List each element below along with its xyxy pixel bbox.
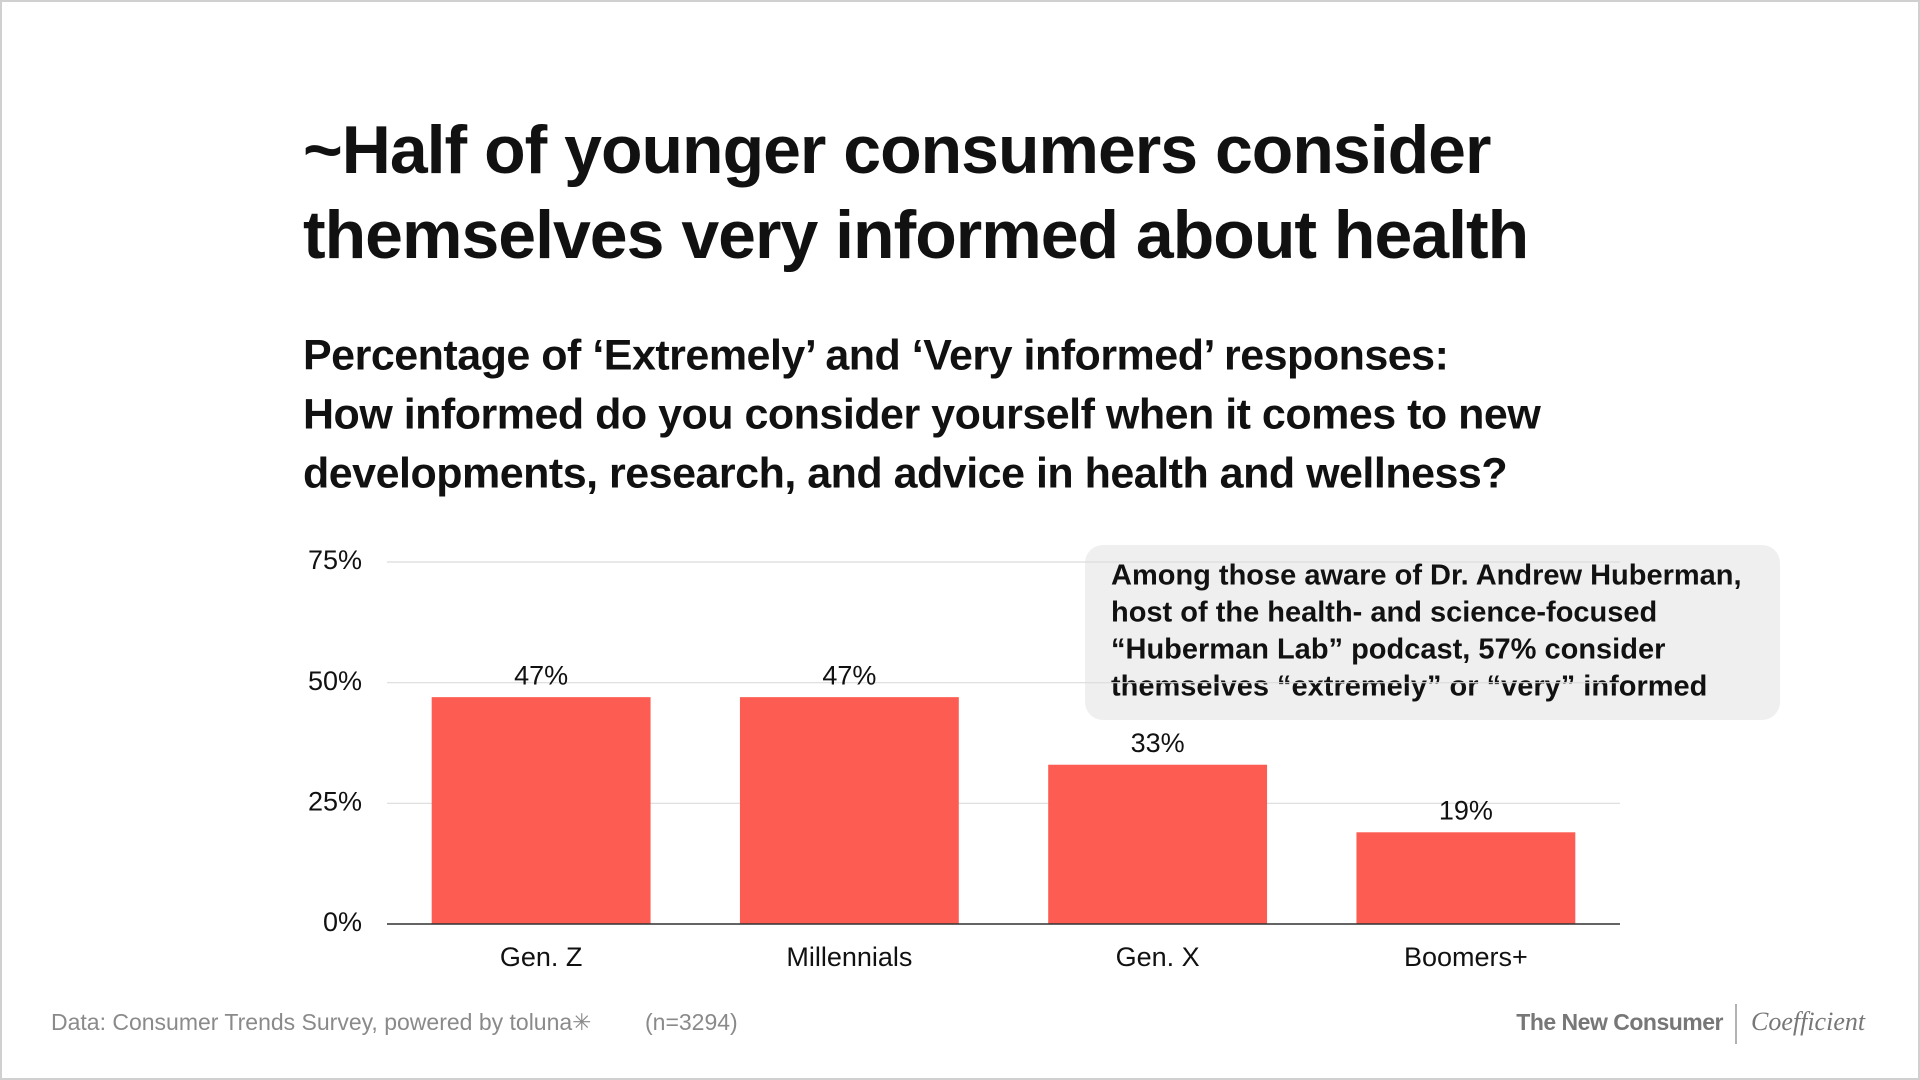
value-label: 33% [1131, 728, 1185, 758]
chart-subtitle: How informed do you consider yourself wh… [303, 390, 1541, 438]
chart-subtitle: developments, research, and advice in he… [303, 449, 1507, 497]
value-label: 19% [1439, 795, 1493, 825]
source: Data: Consumer Trends Survey, powered by… [51, 1009, 591, 1035]
chart-subtitle: Percentage of ‘Extremely’ and ‘Very info… [303, 331, 1448, 379]
value-label: 47% [514, 660, 568, 690]
annotation: host of the health- and science-focused [1111, 597, 1657, 629]
y-tick-label: 75% [308, 545, 362, 575]
chart-title: themselves very informed about health [303, 197, 1528, 273]
bar [431, 697, 651, 924]
x-tick-label: Boomers+ [1404, 942, 1528, 972]
value-label: 47% [822, 660, 876, 690]
x-tick-label: Gen. X [1116, 942, 1200, 972]
sample-size: (n=3294) [645, 1009, 738, 1035]
bar [1356, 832, 1576, 924]
bar [739, 697, 959, 924]
brand: Coefficient [1751, 1007, 1866, 1036]
annotation: “Huberman Lab” podcast, 57% consider [1111, 634, 1665, 666]
annotation-box [1085, 545, 1780, 720]
chart-title: ~Half of younger consumers consider [303, 112, 1491, 188]
brand: The New Consumer [1516, 1009, 1723, 1035]
y-tick-label: 25% [308, 786, 362, 816]
x-tick-label: Millennials [786, 942, 912, 972]
x-tick-label: Gen. Z [500, 942, 583, 972]
y-tick-label: 0% [323, 907, 362, 937]
bar [1048, 764, 1268, 924]
annotation: Among those aware of Dr. Andrew Huberman… [1111, 560, 1742, 592]
annotation: themselves “extremely” or “very” informe… [1111, 671, 1707, 703]
y-tick-label: 50% [308, 666, 362, 696]
